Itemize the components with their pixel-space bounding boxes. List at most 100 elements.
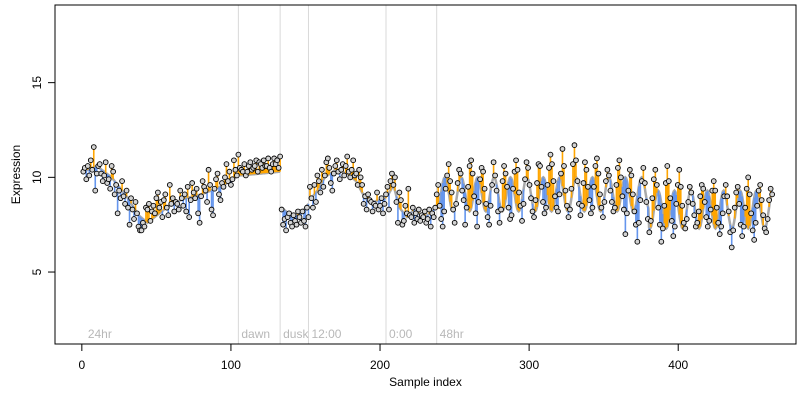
data-point xyxy=(523,159,530,166)
data-point xyxy=(697,193,704,200)
data-point xyxy=(132,199,139,205)
x-tick-label: 400 xyxy=(668,358,688,372)
data-point xyxy=(592,163,599,169)
data-point xyxy=(150,202,157,209)
data-point xyxy=(751,236,758,243)
data-point xyxy=(547,151,554,158)
data-point xyxy=(186,214,193,220)
data-point xyxy=(196,219,203,226)
data-point xyxy=(205,166,212,173)
data-point xyxy=(466,163,473,169)
data-point xyxy=(327,180,334,186)
data-point xyxy=(178,195,185,202)
data-point xyxy=(474,223,480,230)
data-points xyxy=(80,142,775,251)
data-point xyxy=(595,170,602,177)
data-point xyxy=(508,212,515,219)
data-point xyxy=(487,202,494,209)
data-point xyxy=(304,204,310,211)
data-point xyxy=(601,199,608,205)
data-point xyxy=(427,223,434,230)
data-point xyxy=(147,218,154,224)
annotation-labels: 24hr dawn dusk 12:00 0:00 48hr xyxy=(88,327,464,341)
data-point xyxy=(755,187,762,194)
data-point xyxy=(207,182,213,188)
data-point xyxy=(348,166,355,173)
data-point xyxy=(463,204,470,211)
data-point xyxy=(745,174,752,181)
data-point xyxy=(591,183,597,190)
data-point xyxy=(465,183,471,190)
x-axis: 0 100 200 300 400 xyxy=(78,343,689,372)
data-point xyxy=(555,208,561,215)
data-point xyxy=(689,201,696,207)
data-point xyxy=(650,176,657,183)
data-point xyxy=(217,197,224,203)
data-point xyxy=(562,187,569,194)
data-point xyxy=(126,221,133,228)
data-point xyxy=(522,176,528,183)
data-point xyxy=(667,195,674,202)
plot-box xyxy=(54,4,797,345)
data-point xyxy=(128,195,134,202)
data-point xyxy=(192,195,198,202)
data-point xyxy=(202,187,209,194)
data-point xyxy=(193,185,200,192)
annotation-label: 48hr xyxy=(440,327,464,341)
data-point xyxy=(647,218,654,224)
data-point xyxy=(180,202,187,209)
data-point xyxy=(766,197,772,203)
data-point xyxy=(748,210,755,217)
data-point xyxy=(299,208,306,215)
data-point xyxy=(341,172,348,179)
data-point xyxy=(169,195,176,202)
data-point xyxy=(612,204,618,211)
data-point xyxy=(430,214,437,220)
data-point xyxy=(155,189,161,196)
data-point xyxy=(694,219,701,226)
data-point xyxy=(746,191,753,198)
data-point xyxy=(234,172,240,179)
data-point xyxy=(444,172,451,179)
data-point xyxy=(363,206,370,213)
data-point xyxy=(510,185,516,192)
data-point xyxy=(583,166,590,173)
data-point xyxy=(384,183,391,190)
data-point xyxy=(392,174,398,181)
data-point xyxy=(409,204,416,211)
data-point xyxy=(87,157,94,164)
data-point xyxy=(501,163,507,169)
data-point xyxy=(477,176,483,183)
data-point xyxy=(153,195,160,202)
data-point xyxy=(383,191,389,198)
data-point xyxy=(767,185,774,192)
data-point xyxy=(462,221,468,228)
data-point xyxy=(301,218,307,224)
data-point xyxy=(728,244,735,251)
data-point xyxy=(561,163,567,169)
data-point xyxy=(683,216,690,222)
data-point xyxy=(320,183,327,190)
data-point xyxy=(131,216,137,222)
data-point xyxy=(541,210,548,217)
data-point xyxy=(447,178,454,184)
data-point xyxy=(350,157,357,164)
data-point xyxy=(353,170,360,177)
data-point xyxy=(156,204,163,211)
data-point xyxy=(123,187,130,194)
data-point xyxy=(448,189,455,196)
data-point xyxy=(652,166,659,173)
data-point xyxy=(588,210,594,217)
data-point xyxy=(544,182,551,188)
data-point xyxy=(405,185,412,192)
data-point xyxy=(603,178,609,184)
data-point xyxy=(396,189,403,196)
data-point xyxy=(216,191,222,198)
data-point xyxy=(716,231,723,238)
data-point xyxy=(679,202,686,209)
data-point xyxy=(223,161,230,167)
data-point xyxy=(426,206,433,213)
data-point xyxy=(659,225,666,232)
data-point xyxy=(105,176,112,183)
data-point xyxy=(184,183,191,190)
